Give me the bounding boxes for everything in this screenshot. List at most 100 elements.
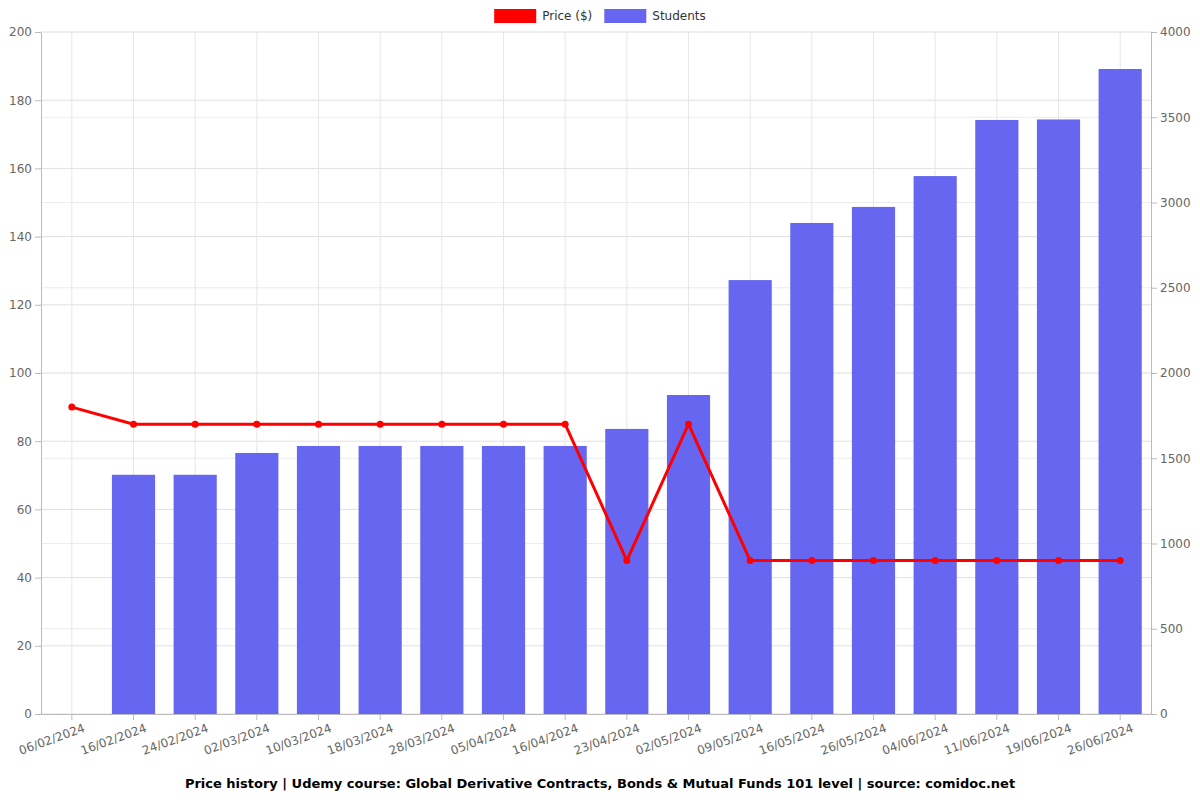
legend-item: Price ($) <box>494 9 592 23</box>
tick-label: 1000 <box>1160 537 1191 551</box>
tick-mark <box>71 714 72 720</box>
bar <box>544 446 587 714</box>
tick-mark <box>35 32 41 33</box>
marker <box>377 421 384 428</box>
tick: 1000 <box>1151 537 1191 551</box>
tick-label: 0 <box>24 707 32 721</box>
tick-mark <box>1151 117 1157 118</box>
tick-label: 20 <box>17 639 32 653</box>
tick: 80 <box>17 435 41 449</box>
tick-mark <box>35 646 41 647</box>
tick: 120 <box>9 298 41 312</box>
marker <box>192 421 199 428</box>
bar <box>605 429 648 714</box>
tick-mark <box>35 237 41 238</box>
tick: 16/04/2024 <box>510 714 580 758</box>
tick-mark <box>1151 544 1157 545</box>
tick-label: 19/06/2024 <box>1004 721 1074 758</box>
tick-mark <box>1151 288 1157 289</box>
tick: 2500 <box>1151 281 1191 295</box>
grid <box>41 32 1151 714</box>
tick-label: 140 <box>9 230 32 244</box>
tick: 1500 <box>1151 452 1191 466</box>
tick-label: 3000 <box>1160 196 1191 210</box>
y2-axis: 0 500 1000 1500 2000 2500 3000 3500 4000 <box>1151 25 1191 721</box>
tick-label: 60 <box>17 503 32 517</box>
tick-label: 24/02/2024 <box>140 721 210 758</box>
tick-label: 16/02/2024 <box>79 721 149 758</box>
tick-label: 10/03/2024 <box>264 721 334 758</box>
marker <box>685 421 692 428</box>
tick-label: 500 <box>1160 622 1183 636</box>
tick-label: 200 <box>9 25 32 39</box>
tick: 26/05/2024 <box>819 714 889 758</box>
bar <box>112 475 155 714</box>
tick-label: 180 <box>9 94 32 108</box>
legend-swatch <box>494 9 536 23</box>
tick: 06/02/2024 <box>17 714 87 758</box>
marker <box>253 421 260 428</box>
tick: 23/04/2024 <box>572 714 642 758</box>
tick: 0 <box>1151 707 1168 721</box>
tick: 28/03/2024 <box>387 714 457 758</box>
tick-label: 2500 <box>1160 281 1191 295</box>
tick-mark <box>35 168 41 169</box>
tick-mark <box>441 714 442 720</box>
tick: 500 <box>1151 622 1183 636</box>
tick: 2000 <box>1151 366 1191 380</box>
bar <box>790 223 833 714</box>
grid-line <box>71 32 72 714</box>
tick: 3000 <box>1151 196 1191 210</box>
tick-mark <box>1151 32 1157 33</box>
tick: 0 <box>24 707 41 721</box>
tick-mark <box>380 714 381 720</box>
tick: 60 <box>17 503 41 517</box>
marks <box>68 69 1141 714</box>
marker <box>68 404 75 411</box>
tick: 140 <box>9 230 41 244</box>
tick-label: 0 <box>1160 707 1168 721</box>
tick-label: 26/06/2024 <box>1065 721 1135 758</box>
tick-mark <box>873 714 874 720</box>
tick: 40 <box>17 571 41 585</box>
tick: 04/06/2024 <box>880 714 950 758</box>
legend-label: Students <box>652 9 706 23</box>
marker <box>993 557 1000 564</box>
tick: 02/05/2024 <box>634 714 704 758</box>
tick-label: 1500 <box>1160 452 1191 466</box>
tick-mark <box>935 714 936 720</box>
tick-label: 160 <box>9 162 32 176</box>
tick-mark <box>688 714 689 720</box>
marker <box>870 557 877 564</box>
marker <box>562 421 569 428</box>
bar <box>297 446 340 714</box>
tick-mark <box>565 714 566 720</box>
bar <box>420 446 463 714</box>
tick-mark <box>35 441 41 442</box>
tick-mark <box>1151 458 1157 459</box>
tick: 19/06/2024 <box>1004 714 1074 758</box>
bar <box>667 395 710 714</box>
tick-mark <box>503 714 504 720</box>
tick-label: 3500 <box>1160 111 1191 125</box>
tick-mark <box>35 373 41 374</box>
tick: 20 <box>17 639 41 653</box>
tick: 02/03/2024 <box>202 714 272 758</box>
bar <box>174 475 217 714</box>
tick-mark <box>1058 714 1059 720</box>
tick-label: 02/03/2024 <box>202 721 272 758</box>
tick-label: 02/05/2024 <box>634 721 704 758</box>
tick: 16/05/2024 <box>757 714 827 758</box>
tick-mark <box>318 714 319 720</box>
tick-label: 4000 <box>1160 25 1191 39</box>
marker <box>623 557 630 564</box>
tick-mark <box>750 714 751 720</box>
marker <box>808 557 815 564</box>
tick-label: 26/05/2024 <box>819 721 889 758</box>
chart: 0204060801001201401601802000500100015002… <box>0 0 1200 800</box>
bar <box>852 207 895 714</box>
bar <box>729 280 772 714</box>
bar <box>235 453 278 714</box>
marker <box>747 557 754 564</box>
tick-label: 16/04/2024 <box>510 721 580 758</box>
